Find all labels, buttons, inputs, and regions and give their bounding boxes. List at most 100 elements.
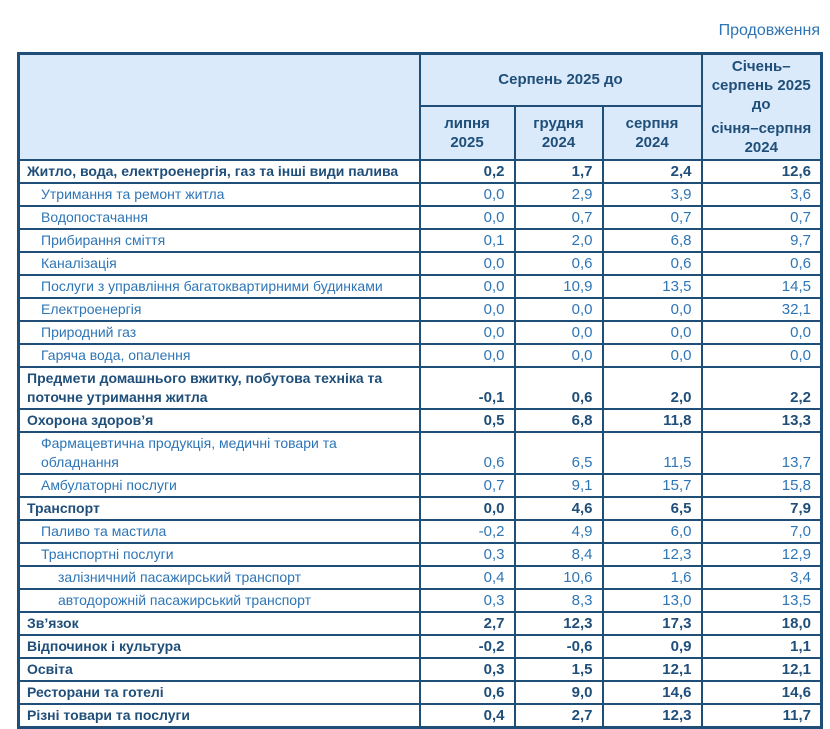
value-cell: 0,6 [700,251,823,276]
value-cell: 0,0 [418,297,516,322]
value-cell: 12,9 [700,542,823,567]
category-label: Житло, вода, електроенергія, газ та інші… [17,159,421,184]
header-row-months: липня 2025 грудня 2024 серпня 2024 [19,104,822,161]
value-cell: 6,8 [601,228,703,253]
category-label: Транспорт [17,496,421,521]
value-cell: 15,7 [601,473,703,498]
category-label: Водопостачання [17,205,421,230]
value-cell: 0,3 [418,657,516,682]
value-cell: 1,6 [601,565,703,590]
value-cell: 13,0 [601,588,703,613]
value-cell: 0,0 [418,274,516,299]
table-row: Відпочинок і культура -0,2 -0,6 0,9 1,1 [17,634,823,659]
value-cell: 11,5 [601,431,703,475]
value-cell: 13,5 [601,274,703,299]
category-label: автодорожній пасажирський транспорт [17,588,421,613]
category-label: Предмети домашнього вжитку, побутова тех… [17,366,421,410]
category-label: Паливо та мастила [17,519,421,544]
value-cell: 0,0 [700,320,823,345]
value-cell: 13,7 [700,431,823,475]
value-cell: 4,6 [513,496,604,521]
continuation-label: Продовження [718,22,820,39]
value-cell: 3,9 [601,182,703,207]
value-cell: 11,8 [601,408,703,433]
value-cell: 6,0 [601,519,703,544]
col-header-july-year: 2025 [450,133,484,151]
category-label: Каналізація [17,251,421,276]
value-cell: 0,9 [601,634,703,659]
table-row: Предмети домашнього вжитку, побутова тех… [17,366,823,410]
value-cell: 2,0 [513,228,604,253]
category-label: Прибирання сміття [17,228,421,253]
category-label: Природний газ [17,320,421,345]
value-cell: 7,9 [700,496,823,521]
value-cell: 12,6 [700,159,823,184]
value-cell: 3,6 [700,182,823,207]
value-cell: 0,0 [513,343,604,368]
value-cell: 12,1 [700,657,823,682]
category-label: Ресторани та готелі [17,680,421,705]
value-cell: 0,7 [513,205,604,230]
col-header-december-month: грудня [533,114,584,132]
table-row: Фармацевтична продукція, медичні товари … [17,431,823,475]
value-cell: 0,0 [601,297,703,322]
value-cell: 1,7 [513,159,604,184]
value-cell: 0,3 [418,588,516,613]
col-header-august-year: 2024 [635,133,669,151]
table-row: Амбулаторні послуги 0,7 9,1 15,7 15,8 [17,473,823,498]
table-header: Серпень 2025 до Січень–серпень 2025 до с… [17,52,823,161]
price-index-table: Серпень 2025 до Січень–серпень 2025 до с… [17,52,823,729]
category-label: Електроенергія [17,297,421,322]
value-cell: 2,7 [418,611,516,636]
table-row: Охорона здоров’я 0,5 6,8 11,8 13,3 [17,408,823,433]
table-row: Гаряча вода, опалення 0,0 0,0 0,0 0,0 [17,343,823,368]
value-cell: 6,5 [513,431,604,475]
col-header-july: липня 2025 [418,104,516,161]
value-cell: 12,3 [513,611,604,636]
value-cell: 3,4 [700,565,823,590]
value-cell: 0,7 [700,205,823,230]
table-row: Прибирання сміття 0,1 2,0 6,8 9,7 [17,228,823,253]
table-row: Житло, вода, електроенергія, газ та інші… [17,159,823,184]
category-label: Утримання та ремонт житла [17,182,421,207]
value-cell: 0,0 [418,205,516,230]
table-row: Водопостачання 0,0 0,7 0,7 0,7 [17,205,823,230]
value-cell: 13,5 [700,588,823,613]
value-cell: 2,7 [513,703,604,729]
group-header-august: Серпень 2025 до [418,52,703,107]
category-label: Послуги з управління багатоквартирними б… [17,274,421,299]
value-cell: 1,1 [700,634,823,659]
value-cell: 14,6 [601,680,703,705]
category-label: Відпочинок і культура [17,634,421,659]
value-cell: 2,0 [601,366,703,410]
table-row: Паливо та мастила -0,2 4,9 6,0 7,0 [17,519,823,544]
value-cell: 9,0 [513,680,604,705]
value-cell: 8,3 [513,588,604,613]
value-cell: 0,6 [513,366,604,410]
value-cell: 2,4 [601,159,703,184]
value-cell: 18,0 [700,611,823,636]
category-label: Різні товари та послуги [17,703,421,729]
category-label: Освіта [17,657,421,682]
period-header-top: Січень–серпень 2025 до [711,58,811,113]
value-cell: 0,0 [418,182,516,207]
table-row: Транспортні послуги 0,3 8,4 12,3 12,9 [17,542,823,567]
value-cell: 12,3 [601,703,703,729]
category-label: Фармацевтична продукція, медичні товари … [17,431,421,475]
table-body: Житло, вода, електроенергія, газ та інші… [17,159,823,729]
value-cell: 14,6 [700,680,823,705]
table-row: Різні товари та послуги 0,4 2,7 12,3 11,7 [17,703,823,729]
category-label: Гаряча вода, опалення [17,343,421,368]
value-cell: 0,3 [418,542,516,567]
value-cell: -0,2 [418,519,516,544]
value-cell: 6,8 [513,408,604,433]
table-row: Ресторани та готелі 0,6 9,0 14,6 14,6 [17,680,823,705]
category-label: Амбулаторні послуги [17,473,421,498]
value-cell: 0,6 [601,251,703,276]
value-cell: 0,6 [513,251,604,276]
value-cell: 8,4 [513,542,604,567]
value-cell: 0,0 [601,343,703,368]
value-cell: 14,5 [700,274,823,299]
value-cell: 1,5 [513,657,604,682]
value-cell: 0,0 [418,496,516,521]
